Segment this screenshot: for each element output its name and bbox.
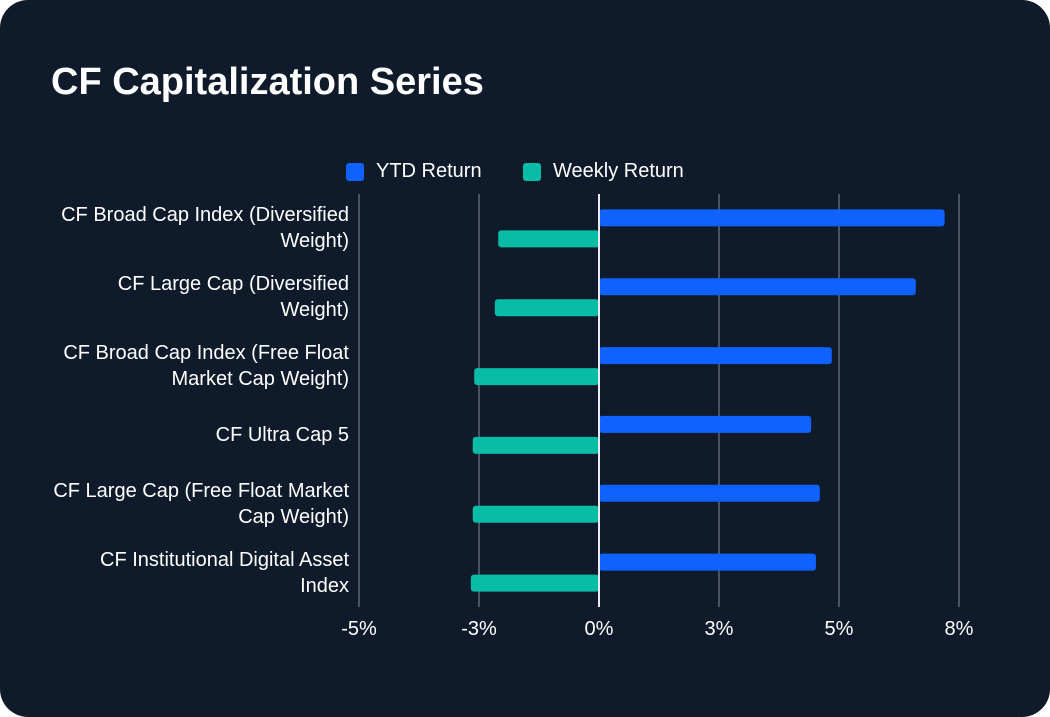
chart-title: CF Capitalization Series bbox=[51, 61, 484, 103]
bar-ytd-return-5[interactable] bbox=[599, 553, 816, 571]
bar-weekly-return-2[interactable] bbox=[474, 368, 599, 386]
bar-weekly-return-4[interactable] bbox=[472, 505, 599, 523]
x-tick-label-1: -3% bbox=[461, 618, 497, 640]
x-tick-label-0: -5% bbox=[341, 618, 377, 640]
chart-legend: YTD Return Weekly Return bbox=[0, 160, 1050, 186]
bar-ytd-return-2[interactable] bbox=[599, 347, 832, 365]
bar-weekly-return-3[interactable] bbox=[472, 436, 599, 454]
x-tick-label-3: 3% bbox=[704, 618, 734, 640]
legend-swatch-ytd-return bbox=[346, 162, 364, 181]
legend-label-ytd-return: YTD Return bbox=[376, 160, 482, 182]
bar-ytd-return-3[interactable] bbox=[599, 415, 812, 433]
category-label-5: CF Institutional Digital Asset Index bbox=[100, 548, 349, 597]
category-label-1: CF Large Cap (Diversified Weight) bbox=[117, 273, 349, 322]
bar-weekly-return-1[interactable] bbox=[494, 299, 599, 317]
category-label-0: CF Broad Cap Index (Diversified Weight) bbox=[61, 204, 349, 253]
x-tick-label-5: 8% bbox=[944, 618, 974, 640]
bar-ytd-return-4[interactable] bbox=[599, 484, 820, 502]
bar-ytd-return-1[interactable] bbox=[599, 278, 916, 296]
legend-swatch-weekly-return bbox=[523, 162, 541, 181]
bar-weekly-return-0[interactable] bbox=[498, 230, 599, 248]
x-tick-label-2: 0% bbox=[584, 618, 614, 640]
x-tick-label-4: 5% bbox=[824, 618, 854, 640]
category-label-2: CF Broad Cap Index (Free Float Market Ca… bbox=[63, 342, 349, 391]
legend-item-weekly-return[interactable]: Weekly Return bbox=[523, 160, 684, 183]
category-label-3: CF Ultra Cap 5 bbox=[215, 423, 349, 446]
legend-item-ytd-return[interactable]: YTD Return bbox=[346, 160, 482, 183]
category-label-4: CF Large Cap (Free Float Market Cap Weig… bbox=[53, 479, 349, 528]
legend-label-weekly-return: Weekly Return bbox=[553, 160, 684, 182]
bar-ytd-return-0[interactable] bbox=[599, 209, 945, 227]
bar-weekly-return-5[interactable] bbox=[470, 574, 599, 592]
